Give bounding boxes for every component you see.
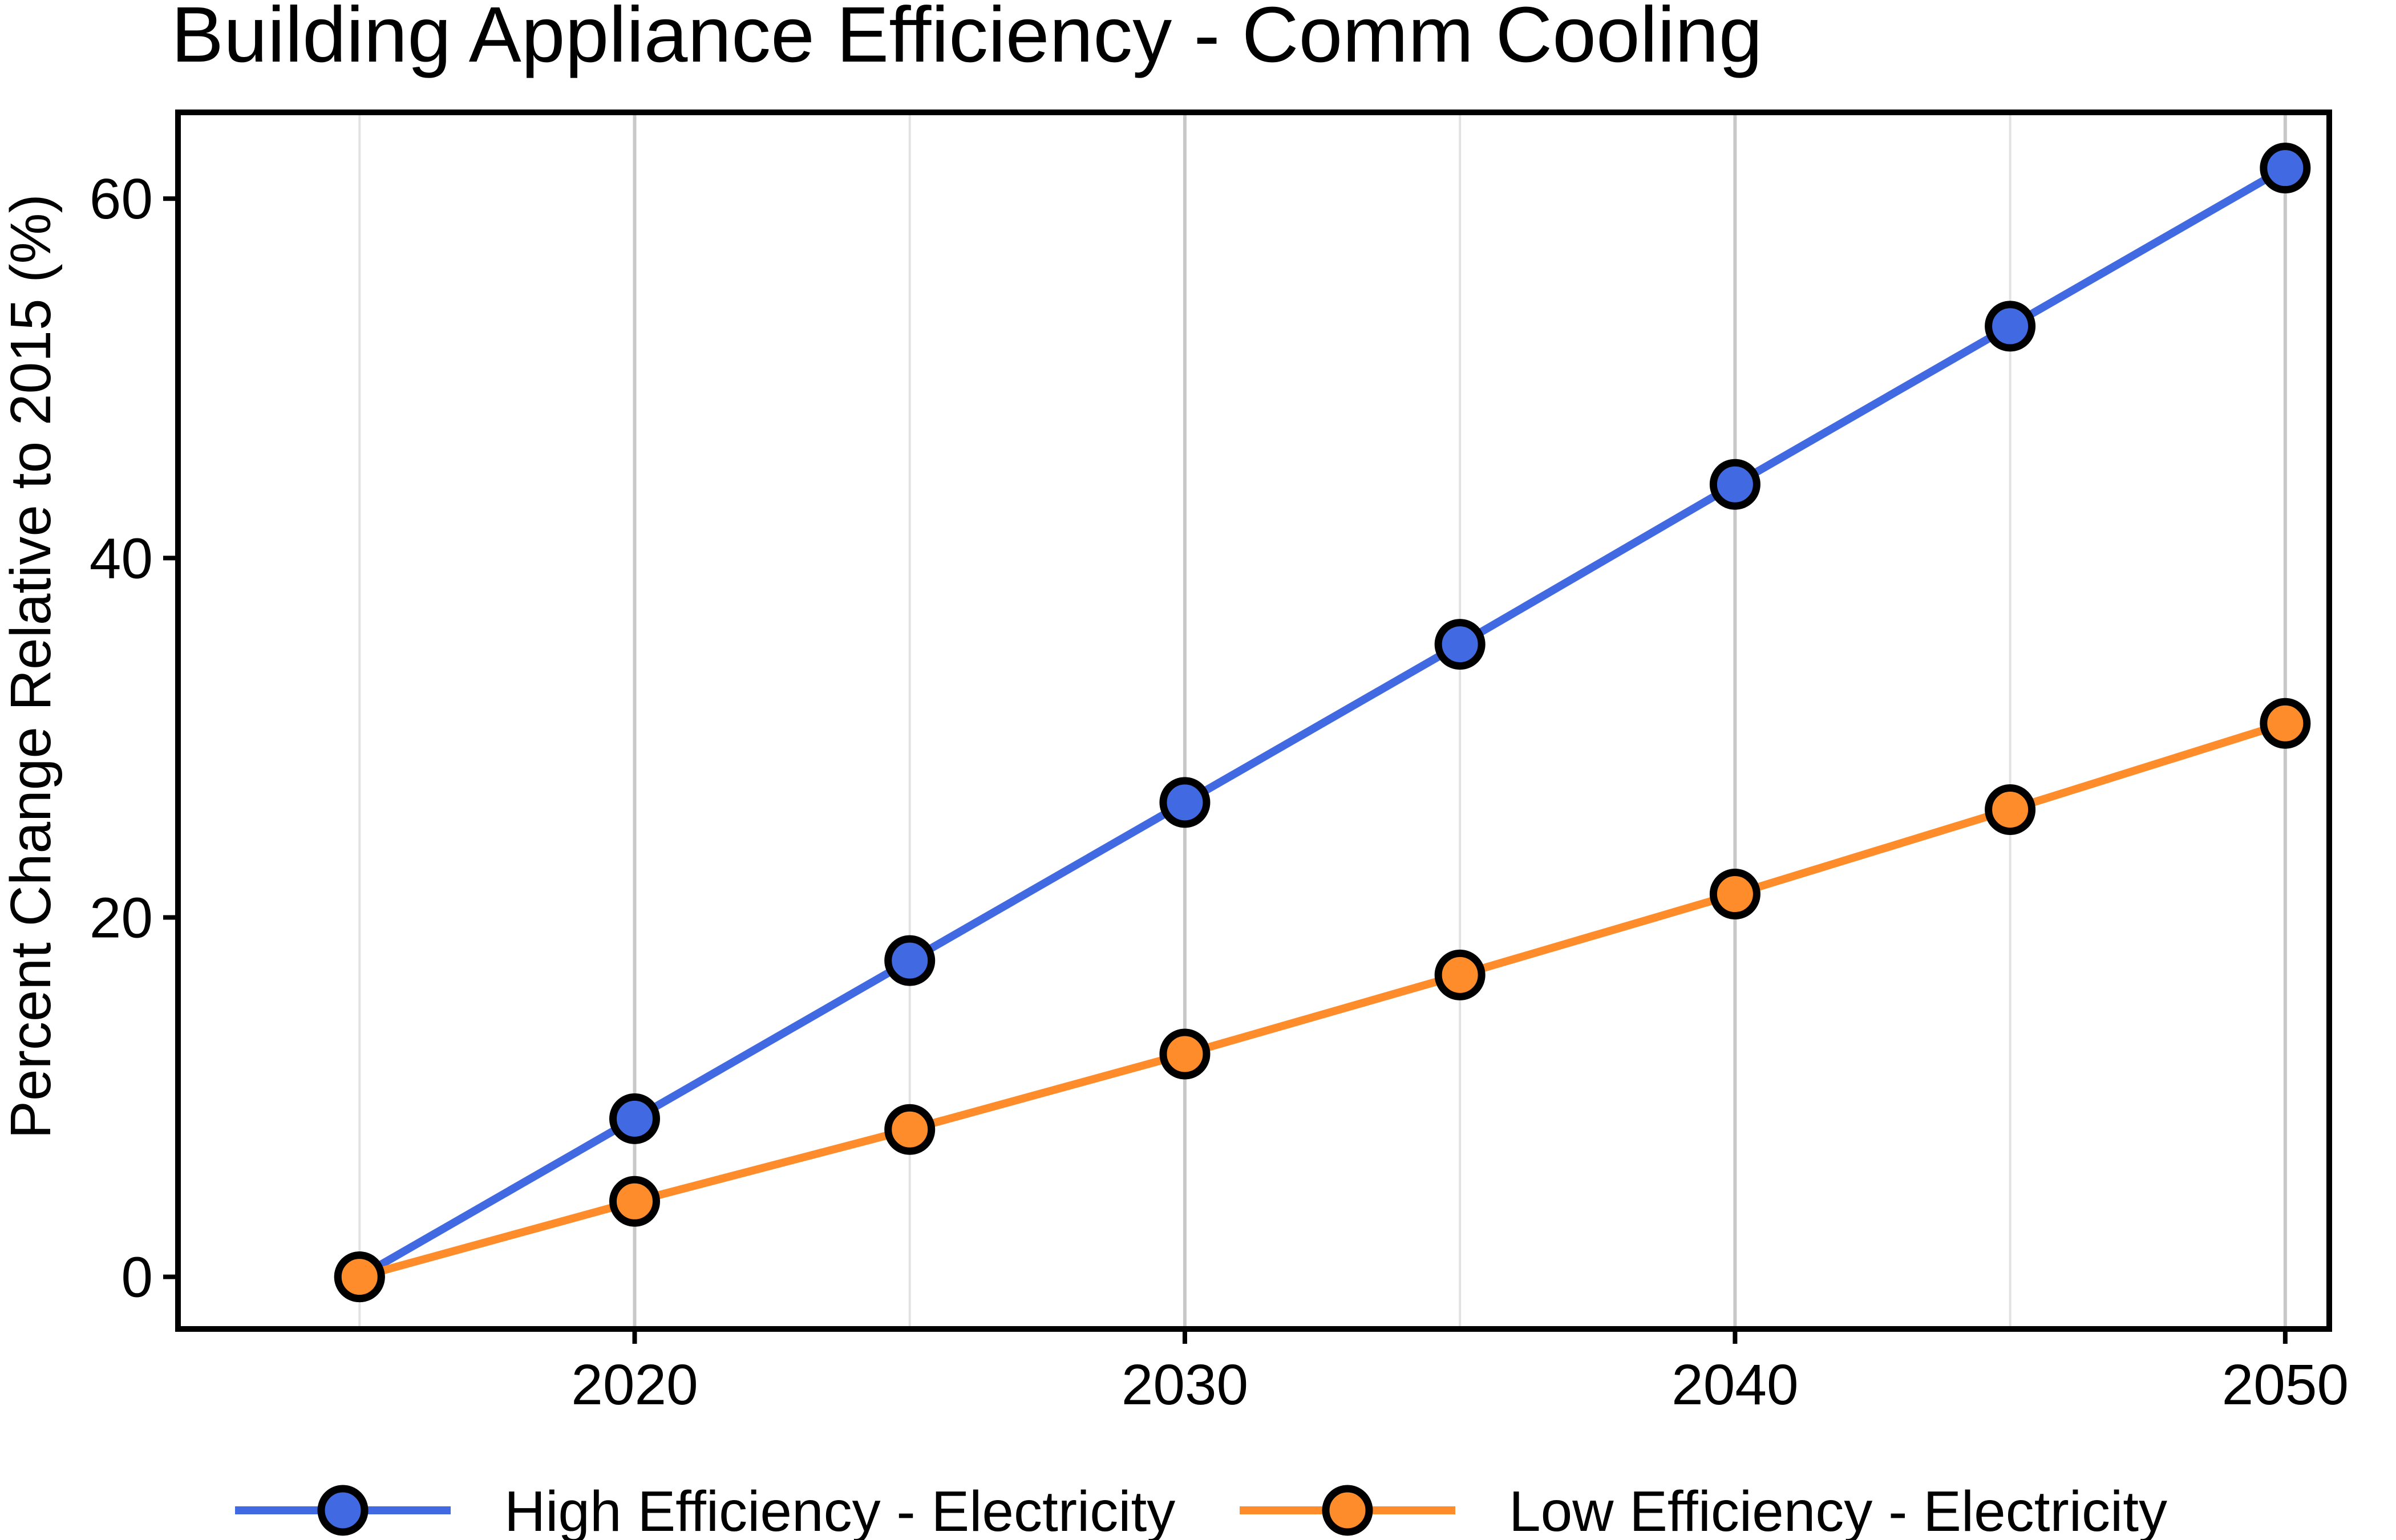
data-point-series-0 — [1709, 459, 1760, 510]
y-axis-label: Percent Change Relative to 2015 (%) — [0, 194, 63, 1139]
y-axis: 0 20 40 60 — [90, 167, 178, 1310]
data-point-series-1 — [2260, 698, 2311, 749]
points-layer — [334, 143, 2311, 1303]
data-point-series-1 — [1159, 1028, 1211, 1080]
data-point-series-1 — [1709, 869, 1760, 920]
data-point-series-0 — [884, 935, 936, 986]
data-point-series-0 — [1434, 619, 1486, 670]
legend-swatch-marker-1 — [1322, 1485, 1373, 1536]
y-tick-label: 60 — [90, 167, 153, 231]
y-tick-label: 20 — [90, 886, 153, 950]
data-point-series-1 — [334, 1251, 385, 1303]
data-point-series-0 — [2260, 143, 2311, 194]
legend-label: Low Efficiency - Electricity — [1509, 1480, 2167, 1540]
x-tick-label: 2050 — [2222, 1353, 2349, 1417]
legend-swatch-marker-0 — [317, 1485, 369, 1536]
data-point-series-1 — [609, 1176, 660, 1227]
series-line-1 — [355, 719, 2289, 1281]
data-point-series-1 — [1434, 949, 1486, 1000]
y-tick-label: 40 — [90, 526, 153, 590]
series-line-0 — [355, 164, 2289, 1281]
data-point-series-0 — [609, 1093, 660, 1144]
chart-title: Building Appliance Efficiency - Comm Coo… — [171, 0, 1763, 79]
data-point-series-0 — [1985, 301, 2036, 352]
data-point-series-0 — [1159, 777, 1211, 828]
legend: High Efficiency - Electricity Low Efficie… — [235, 1480, 2167, 1540]
data-point-series-1 — [884, 1104, 936, 1155]
series-layer — [355, 164, 2289, 1281]
x-tick-label: 2040 — [1671, 1353, 1798, 1417]
grid-lines — [358, 112, 2287, 1329]
legend-label: High Efficiency - Electricity — [504, 1480, 1175, 1540]
x-tick-label: 2020 — [571, 1353, 698, 1417]
plot-frame — [175, 110, 2332, 1332]
y-tick-label: 0 — [121, 1246, 153, 1310]
data-point-series-1 — [1985, 784, 2036, 835]
x-axis: 2020 2030 2040 2050 — [571, 1329, 2349, 1417]
x-tick-label: 2030 — [1122, 1353, 1248, 1417]
